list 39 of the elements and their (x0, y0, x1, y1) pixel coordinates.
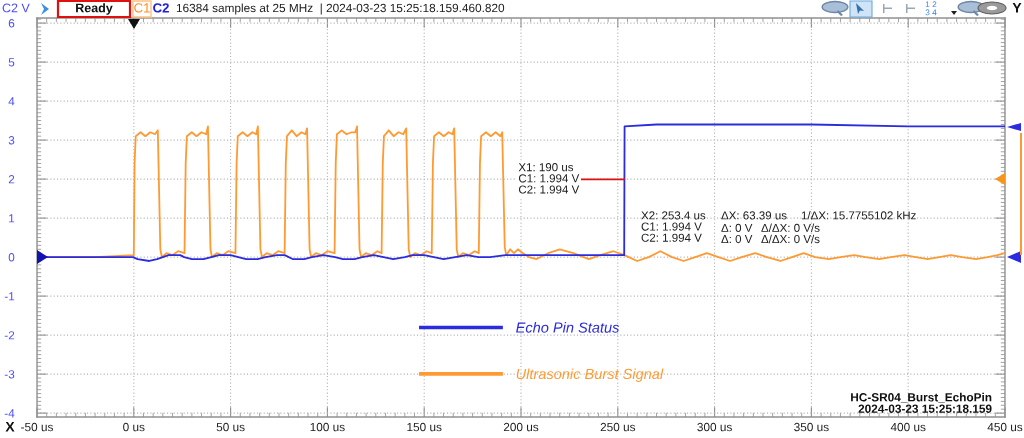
y-tick-label: -3 (4, 370, 15, 379)
text: 16384 samples at 25 MHz | 2024-03-23 15:25:18.159.460.820 (176, 3, 505, 15)
y-tick-label: 3 (8, 136, 15, 145)
x-tick-label: 100 us (310, 422, 345, 432)
annotation: HC-SR04_Burst_EchoPin 2024-03-23 15:25:18.159 (851, 392, 992, 413)
annotation: X1: 190 us C1: 1.994 V C2: 1.994 V (518, 163, 580, 194)
annotation: ΔX: 63.39 us (721, 211, 787, 220)
y-axis-title: C2 V (2, 3, 30, 13)
y-tick-label: 1 (9, 214, 15, 223)
x-tick-label: -50 us (21, 422, 53, 432)
y-tick-label: -1 (4, 292, 15, 301)
y-tick-label: 0 (8, 253, 15, 262)
y-tick-label: -2 (4, 331, 15, 340)
y-tick-label: 4 (8, 97, 15, 106)
annotation: Δ/ΔX: 0 V/s Δ/ΔX: 0 V/s (761, 223, 820, 244)
text: 1 2 3 4 (925, 1, 937, 16)
text: Y (1012, 3, 1022, 13)
x-tick-label: 400 us (890, 422, 926, 432)
text: C2 (153, 3, 169, 13)
annotation: Δ: 0 V Δ: 0 V (721, 223, 753, 244)
y-tick-label: 5 (8, 58, 15, 67)
x-tick-label: 150 us (407, 422, 442, 432)
x-tick-label: 450 us (987, 422, 1023, 432)
y-tick-label: 2 (8, 175, 15, 184)
text: Ready (76, 3, 113, 15)
annotation: X2: 253.4 us C1: 1.994 V C2: 1.994 V (641, 211, 706, 242)
y-tick-label: -4 (4, 409, 15, 418)
text: Echo Pin Status (516, 322, 620, 333)
annotation: 1/ΔX: 15.7755102 kHz (801, 211, 916, 220)
text: C1 (134, 3, 150, 13)
text: X (5, 422, 15, 432)
x-tick-label: 0 us (123, 422, 145, 432)
x-tick-label: 250 us (600, 422, 636, 432)
x-tick-label: 200 us (503, 422, 539, 432)
x-tick-label: 350 us (794, 422, 829, 432)
y-tick-label: 6 (8, 19, 15, 28)
text: Ultrasonic Burst Signal (516, 368, 664, 382)
x-tick-label: 300 us (697, 422, 732, 432)
x-tick-label: 50 us (216, 422, 245, 432)
